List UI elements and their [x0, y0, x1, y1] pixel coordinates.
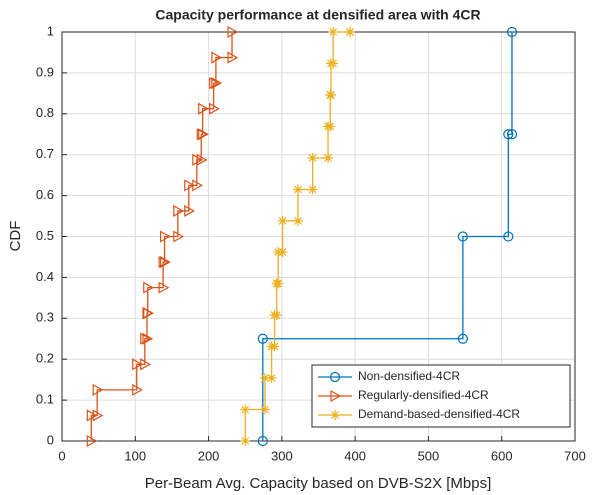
marker [132, 383, 143, 396]
marker [184, 204, 196, 217]
x-axis-label: Per-Beam Avg. Capacity based on DVB-S2X … [145, 475, 492, 492]
marker [503, 129, 514, 140]
marker [260, 373, 271, 384]
plot-frame [61, 31, 576, 442]
marker [198, 128, 209, 141]
y-tick-label: 0.1 [36, 392, 54, 407]
marker [173, 230, 185, 243]
marker [140, 358, 152, 371]
marker [196, 153, 208, 166]
marker [292, 184, 303, 195]
marker [503, 231, 514, 242]
marker [92, 383, 104, 396]
marker [266, 373, 277, 384]
x-tick-label: 0 [58, 448, 65, 463]
marker [330, 389, 342, 403]
marker [132, 358, 143, 371]
marker [269, 341, 280, 352]
marker [173, 204, 185, 217]
y-tick-label: 0.3 [36, 310, 54, 325]
marker [86, 434, 98, 448]
x-tick-label: 600 [491, 448, 513, 463]
marker [328, 58, 339, 69]
marker [506, 26, 518, 38]
legend-label: Regularly-densified-4CR [358, 388, 489, 402]
marker [158, 256, 170, 269]
marker [198, 102, 209, 115]
marker [277, 247, 288, 258]
marker [260, 404, 271, 415]
marker [143, 307, 154, 320]
legend-label: Non-densified-4CR [358, 369, 460, 383]
marker [143, 281, 154, 294]
x-tick-label: 400 [344, 448, 366, 463]
y-tick-label: 0.4 [36, 269, 54, 284]
marker [330, 410, 340, 420]
marker [457, 333, 468, 344]
marker [506, 129, 518, 140]
marker [273, 278, 284, 289]
y-tick-label: 0.5 [36, 228, 54, 243]
marker [227, 25, 239, 39]
marker [211, 77, 223, 90]
y-axis-label: CDF [7, 221, 24, 252]
y-tick-label: 0 [47, 432, 54, 447]
marker [86, 409, 98, 422]
y-tick-label: 0.6 [36, 187, 54, 202]
chart-title: Capacity performance at densified area w… [155, 7, 480, 23]
marker [209, 102, 220, 115]
marker [257, 435, 268, 447]
y-tick-label: 0.8 [36, 105, 54, 120]
marker [240, 436, 251, 446]
marker [277, 215, 288, 226]
marker [142, 332, 154, 345]
x-tick-label: 200 [198, 448, 220, 463]
marker [192, 179, 204, 192]
marker [240, 404, 251, 415]
marker [323, 152, 334, 163]
marker [196, 128, 208, 141]
marker [209, 77, 220, 90]
y-tick-label: 1 [47, 23, 54, 38]
legend-box [311, 364, 571, 428]
marker [271, 310, 282, 321]
marker [345, 27, 356, 37]
marker [160, 230, 171, 243]
y-tick-label: 0.7 [36, 146, 54, 161]
marker [325, 89, 336, 100]
marker [227, 51, 239, 64]
marker [184, 179, 196, 192]
x-tick-label: 500 [418, 448, 440, 463]
marker [457, 231, 468, 242]
x-tick-label: 100 [124, 448, 146, 463]
x-tick-label: 300 [271, 448, 293, 463]
x-tick-label: 700 [564, 448, 586, 463]
series-line [90, 32, 233, 441]
y-tick-label: 0.2 [36, 351, 54, 366]
marker [292, 215, 303, 226]
legend-label: Demand-based-densified-4CR [358, 407, 520, 421]
marker [325, 121, 336, 132]
marker [160, 256, 171, 269]
marker [307, 152, 318, 163]
marker [257, 333, 268, 344]
marker [329, 371, 341, 383]
marker [158, 281, 170, 294]
marker [140, 332, 152, 345]
marker [92, 409, 104, 422]
marker [211, 51, 223, 64]
y-tick-label: 0.9 [36, 64, 54, 79]
marker [307, 184, 318, 195]
series-line [262, 32, 513, 441]
marker [328, 27, 339, 37]
